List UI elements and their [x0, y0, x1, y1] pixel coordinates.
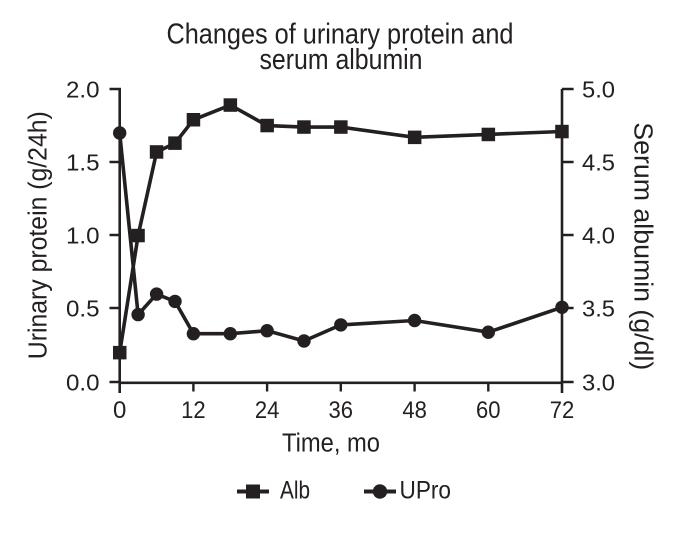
- svg-text:1.5: 1.5: [66, 149, 100, 175]
- svg-text:serum albumin: serum albumin: [260, 44, 423, 76]
- svg-text:60: 60: [476, 397, 501, 424]
- svg-text:1.0: 1.0: [66, 222, 100, 248]
- svg-text:UPro: UPro: [400, 477, 452, 505]
- svg-text:Alb: Alb: [280, 477, 310, 505]
- svg-text:12: 12: [181, 397, 206, 424]
- svg-text:Urinary protein (g/24h): Urinary protein (g/24h): [25, 111, 53, 359]
- svg-text:48: 48: [402, 397, 427, 424]
- svg-text:72: 72: [550, 397, 575, 424]
- svg-text:4.5: 4.5: [582, 149, 615, 175]
- svg-text:Time, mo: Time, mo: [282, 429, 380, 457]
- svg-text:2.0: 2.0: [66, 76, 100, 102]
- svg-text:4.0: 4.0: [582, 222, 615, 248]
- svg-text:Serum albumin (g/dl): Serum albumin (g/dl): [629, 122, 657, 370]
- svg-text:0.0: 0.0: [66, 369, 100, 395]
- svg-text:36: 36: [329, 397, 354, 424]
- svg-text:0.5: 0.5: [66, 295, 100, 321]
- svg-text:Changes of urinary protein and: Changes of urinary protein and: [167, 19, 514, 51]
- svg-text:5.0: 5.0: [582, 76, 615, 102]
- svg-text:3.5: 3.5: [582, 295, 615, 321]
- svg-text:3.0: 3.0: [582, 369, 615, 395]
- svg-text:24: 24: [255, 397, 280, 424]
- svg-text:0: 0: [113, 397, 126, 424]
